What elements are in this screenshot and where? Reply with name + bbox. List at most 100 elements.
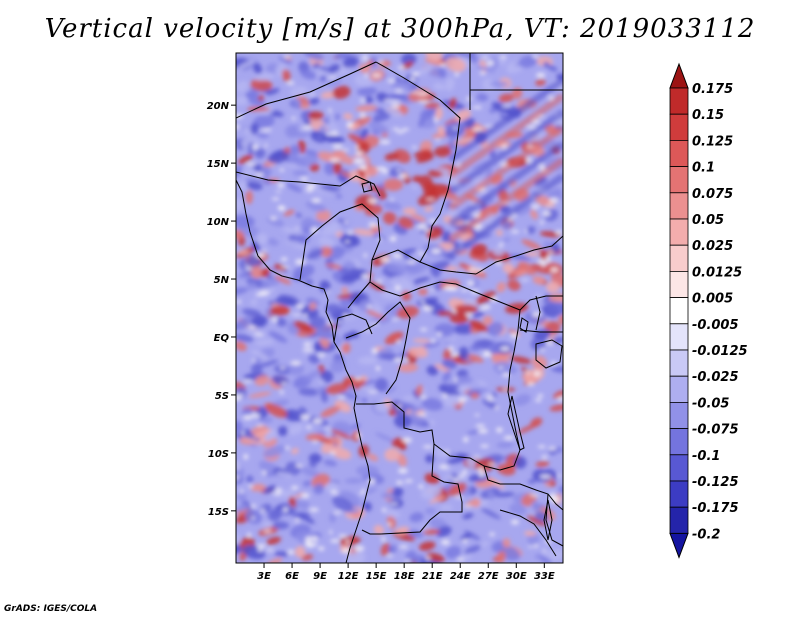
- field-cell: [374, 432, 395, 443]
- colorbar-segment: [669, 375, 689, 403]
- colorbar-label: -0.05: [692, 396, 729, 411]
- field-cell: [327, 78, 342, 86]
- field-cell: [368, 222, 374, 225]
- field-cell: [543, 240, 551, 252]
- field-cell: [285, 240, 307, 249]
- field-cell: [437, 310, 455, 317]
- field-cell: [250, 266, 262, 279]
- field-cell: [306, 297, 320, 307]
- field-cell: [368, 224, 379, 228]
- field-cell: [347, 133, 365, 144]
- field-cell: [331, 429, 352, 440]
- field-cell: [463, 530, 481, 541]
- field-cell: [456, 475, 466, 479]
- colorbar-segment: [669, 139, 689, 167]
- field-cell: [366, 304, 373, 309]
- field-cell: [264, 143, 268, 148]
- field-cell: [236, 59, 256, 71]
- field-cell: [325, 383, 349, 395]
- field-cell: [498, 366, 503, 370]
- field-cell: [498, 93, 514, 103]
- field-cell: [520, 279, 530, 282]
- field-cell: [419, 65, 433, 75]
- coastline-west-africa: [236, 179, 371, 563]
- lat-tick-label: 10N: [207, 217, 230, 228]
- field-cell: [527, 479, 536, 484]
- field-cell: [252, 62, 263, 74]
- field-cell: [472, 127, 483, 132]
- field-cell: [314, 188, 338, 198]
- field-cell: [420, 300, 425, 304]
- lon-tick-label: 3E: [257, 571, 271, 582]
- field-cell: [319, 227, 341, 236]
- field-cell: [420, 328, 428, 332]
- field-cell: [391, 104, 401, 109]
- field-cell: [386, 554, 394, 558]
- field-cell: [485, 394, 494, 398]
- field-band: [447, 141, 563, 227]
- field-cell: [301, 217, 314, 226]
- field-cell: [367, 198, 379, 204]
- field-cell: [271, 317, 278, 323]
- field-cell: [247, 532, 252, 538]
- field-cell: [325, 303, 342, 314]
- colorbar-label: -0.1: [692, 449, 720, 464]
- field-cell: [275, 317, 287, 327]
- field-cell: [320, 91, 336, 99]
- field-cell: [359, 98, 366, 103]
- field-cell: [470, 392, 479, 399]
- lake-tanganyika: [507, 395, 525, 451]
- field-cell: [236, 198, 244, 212]
- field-cell: [407, 260, 416, 265]
- field-cell: [525, 370, 531, 375]
- field-cell: [362, 56, 368, 61]
- field-cell: [275, 471, 293, 478]
- field-cell: [263, 485, 277, 494]
- field-cell: [540, 220, 544, 226]
- field-band: [447, 77, 563, 163]
- field-cell: [246, 282, 257, 290]
- field-cell: [466, 456, 477, 468]
- field-cell: [293, 98, 301, 107]
- field-cell: [445, 546, 462, 559]
- field-cell: [518, 55, 538, 68]
- field-cell: [332, 329, 336, 333]
- field-cell: [274, 364, 292, 375]
- field-cell: [285, 446, 290, 450]
- field-cell: [495, 492, 515, 497]
- field-cell: [275, 190, 282, 193]
- field-cell: [236, 475, 239, 481]
- field-cell: [494, 406, 499, 410]
- field-cell: [426, 183, 451, 196]
- field-cell: [275, 487, 282, 493]
- field-cell: [486, 60, 495, 66]
- field-cell: [252, 144, 258, 150]
- colorbar-label: 0.15: [692, 108, 724, 123]
- field-cell: [384, 152, 400, 161]
- field-cell: [451, 478, 461, 483]
- field-cell: [267, 238, 279, 246]
- lon-tick-label: 9E: [313, 571, 327, 582]
- field-cell: [296, 95, 309, 105]
- field-cell: [429, 495, 445, 504]
- field-cell: [250, 122, 259, 135]
- field-cell: [338, 534, 348, 538]
- colorbar-segment: [669, 244, 689, 272]
- field-cell: [507, 279, 521, 291]
- field-cell: [327, 76, 338, 80]
- field-cell: [447, 206, 458, 219]
- lat-tick-label: EQ: [214, 333, 230, 344]
- field-cell: [274, 275, 292, 285]
- field-cell: [499, 55, 508, 59]
- border-niger-libya: [375, 61, 461, 191]
- field-cell: [359, 112, 367, 118]
- field-cell: [466, 96, 472, 101]
- field-cell: [530, 263, 553, 274]
- field-cell: [299, 499, 310, 510]
- field-cell: [433, 83, 446, 91]
- colorbar-segment: [669, 480, 689, 508]
- field-cell: [329, 158, 340, 163]
- field-cell: [486, 322, 504, 336]
- colorbar-segment: [669, 428, 689, 456]
- field-cell: [558, 474, 562, 478]
